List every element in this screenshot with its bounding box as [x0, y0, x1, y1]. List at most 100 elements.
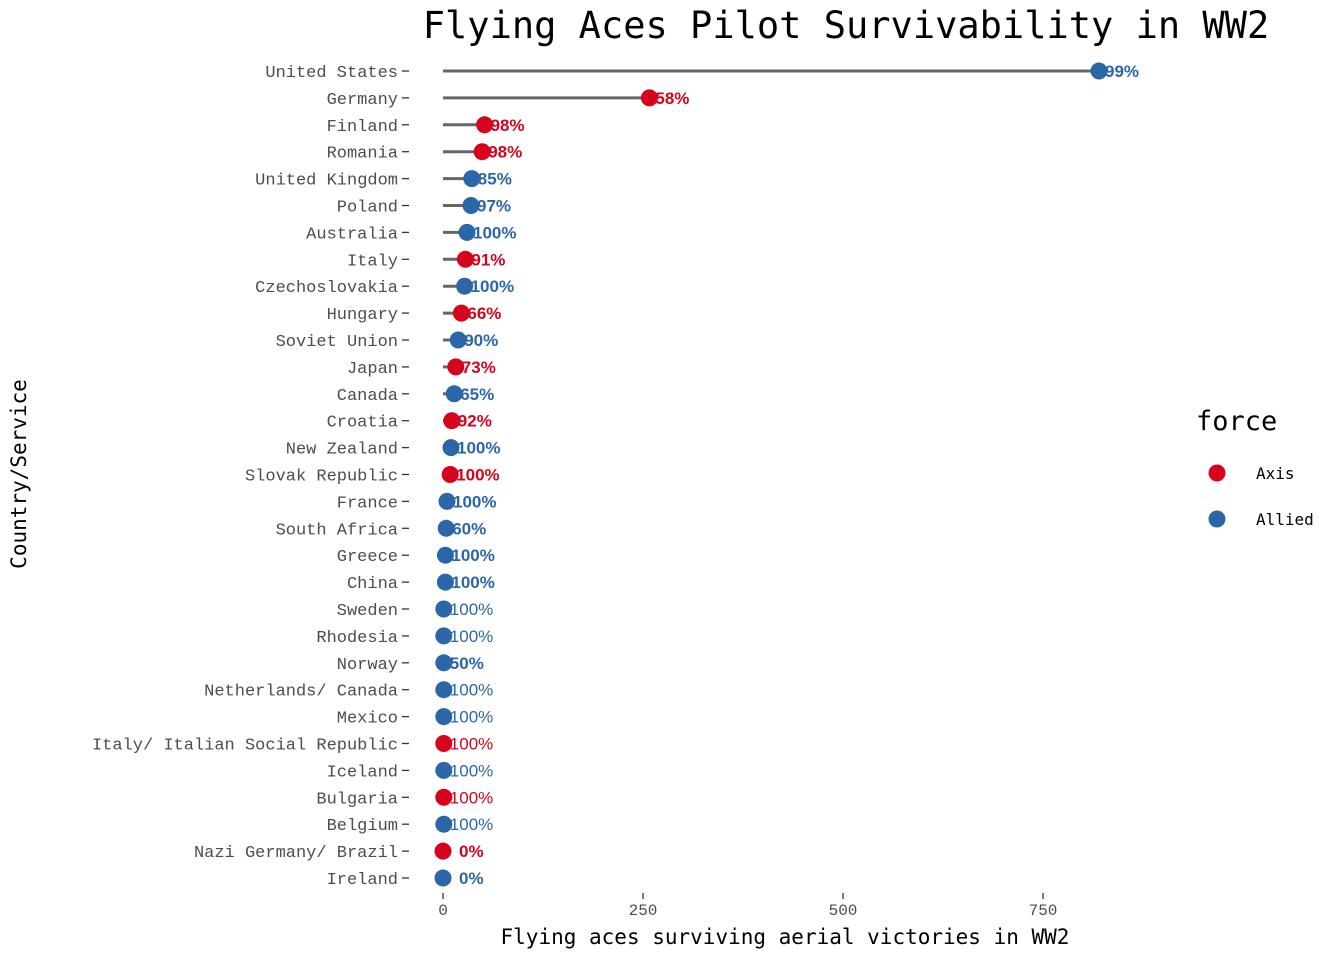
y-tick-label: United Kingdom	[255, 172, 398, 191]
lollipop-point	[434, 842, 452, 860]
plot-rows: United States 99% Germany 58% Finland 98% Roma…	[92, 62, 1139, 890]
data-label: 65%	[460, 385, 494, 404]
y-tick-label: Nazi Germany/ Brazil	[194, 844, 398, 863]
data-row: Croatia 92%	[327, 412, 492, 433]
y-tick-label: Czechoslovakia	[255, 279, 398, 298]
lollipop-point	[434, 869, 452, 887]
data-row: Norway 50%	[337, 654, 484, 675]
data-row: Bulgaria 100%	[316, 788, 493, 809]
y-tick-label: Germany	[327, 91, 398, 110]
data-row: Belgium 100%	[327, 815, 494, 836]
data-row: Nazi Germany/ Brazil 0%	[194, 842, 484, 863]
legend: force Axis Allied	[1196, 406, 1314, 529]
data-label: 100%	[457, 439, 500, 458]
data-row: Japan 73%	[347, 358, 496, 379]
y-tick-label: Norway	[337, 656, 398, 675]
legend-label: Axis	[1256, 464, 1295, 483]
lollipop-point	[445, 385, 463, 403]
y-tick-label: South Africa	[276, 521, 398, 540]
lollipop-point	[435, 681, 453, 699]
data-label: 97%	[477, 197, 511, 216]
lollipop-point	[435, 761, 453, 779]
data-row: Germany 58%	[327, 89, 690, 110]
data-label: 100%	[451, 546, 494, 565]
y-tick-label: France	[337, 494, 398, 513]
lollipop-point	[449, 331, 467, 349]
y-tick-label: Netherlands/ Canada	[204, 683, 398, 702]
lollipop-point	[476, 116, 494, 134]
lollipop-point	[435, 788, 453, 806]
x-axis: 0 250 500 750	[438, 893, 1057, 920]
y-tick-label: China	[347, 575, 398, 594]
data-row: United States 99%	[265, 62, 1139, 83]
data-label: 0%	[459, 869, 484, 888]
y-tick-label: Finland	[327, 118, 398, 137]
lollipop-point	[442, 439, 460, 457]
lollipop-point	[435, 735, 453, 752]
y-tick-label: Bulgaria	[316, 790, 398, 809]
data-label: 100%	[450, 681, 493, 700]
y-tick-label: Rhodesia	[316, 629, 398, 648]
y-tick-label: New Zealand	[286, 441, 398, 460]
data-row: Canada 65%	[337, 385, 494, 406]
data-label: 73%	[462, 358, 496, 377]
y-tick-label: Greece	[337, 548, 398, 567]
y-tick-label: Italy	[347, 252, 398, 271]
legend-entry: Axis	[1208, 464, 1295, 483]
lollipop-point	[435, 815, 453, 833]
lollipop-point	[441, 466, 459, 483]
x-tick-label: 250	[629, 902, 658, 920]
legend-label: Allied	[1256, 510, 1314, 529]
lollipop-point	[463, 170, 481, 188]
data-row: United Kingdom 85%	[255, 170, 512, 191]
lollipop-point	[447, 358, 465, 376]
data-label: 92%	[458, 412, 492, 431]
lollipop-point	[473, 143, 491, 161]
data-row: Slovak Republic 100%	[245, 466, 500, 487]
data-label: 100%	[450, 761, 493, 780]
data-row: Italy/ Italian Social Republic 100%	[92, 735, 493, 756]
legend-entry: Allied	[1208, 510, 1314, 529]
data-label: 100%	[450, 600, 493, 619]
data-label: 98%	[488, 143, 522, 162]
lollipop-point	[1090, 62, 1108, 80]
data-label: 0%	[459, 842, 484, 861]
y-axis-title: Country/Service	[7, 379, 31, 569]
y-tick-label: Hungary	[327, 306, 398, 325]
lollipop-point	[435, 600, 453, 618]
data-row: South Africa 60%	[276, 519, 487, 540]
lollipop-point	[435, 654, 453, 672]
data-label: 90%	[464, 331, 498, 350]
data-row: Greece 100%	[337, 546, 495, 567]
data-label: 98%	[491, 116, 525, 135]
x-tick-label: 750	[1029, 902, 1058, 920]
data-label: 100%	[471, 277, 514, 296]
data-row: Ireland 0%	[327, 869, 484, 890]
data-label: 100%	[450, 708, 493, 727]
y-tick-label: Belgium	[327, 817, 398, 836]
lollipop-point	[458, 223, 476, 241]
legend-title: force	[1196, 406, 1277, 437]
data-row: Finland 98%	[327, 116, 525, 137]
y-tick-label: Romania	[327, 145, 398, 164]
lollipop-point	[436, 573, 454, 591]
y-tick-label: Canada	[337, 387, 398, 406]
lollipop-point	[436, 546, 454, 564]
lollipop-point	[443, 412, 461, 430]
data-label: 100%	[450, 815, 493, 834]
legend-key	[1208, 464, 1226, 482]
legend-key	[1208, 510, 1226, 528]
lollipop-point	[438, 492, 456, 510]
x-axis-title: Flying aces surviving aerial victories i…	[501, 925, 1070, 949]
data-label: 50%	[450, 654, 484, 673]
data-row: Australia 100%	[306, 223, 516, 244]
y-tick-label: Sweden	[337, 602, 398, 621]
chart-title: Flying Aces Pilot Survivability in WW2	[423, 4, 1269, 47]
data-label: 100%	[451, 573, 494, 592]
data-row: Netherlands/ Canada 100%	[204, 681, 493, 702]
data-row: New Zealand 100%	[286, 439, 501, 460]
lollipop-point	[640, 89, 658, 107]
data-row: Iceland 100%	[327, 761, 494, 782]
y-tick-label: Japan	[347, 360, 398, 379]
lollipop-point	[456, 250, 474, 268]
